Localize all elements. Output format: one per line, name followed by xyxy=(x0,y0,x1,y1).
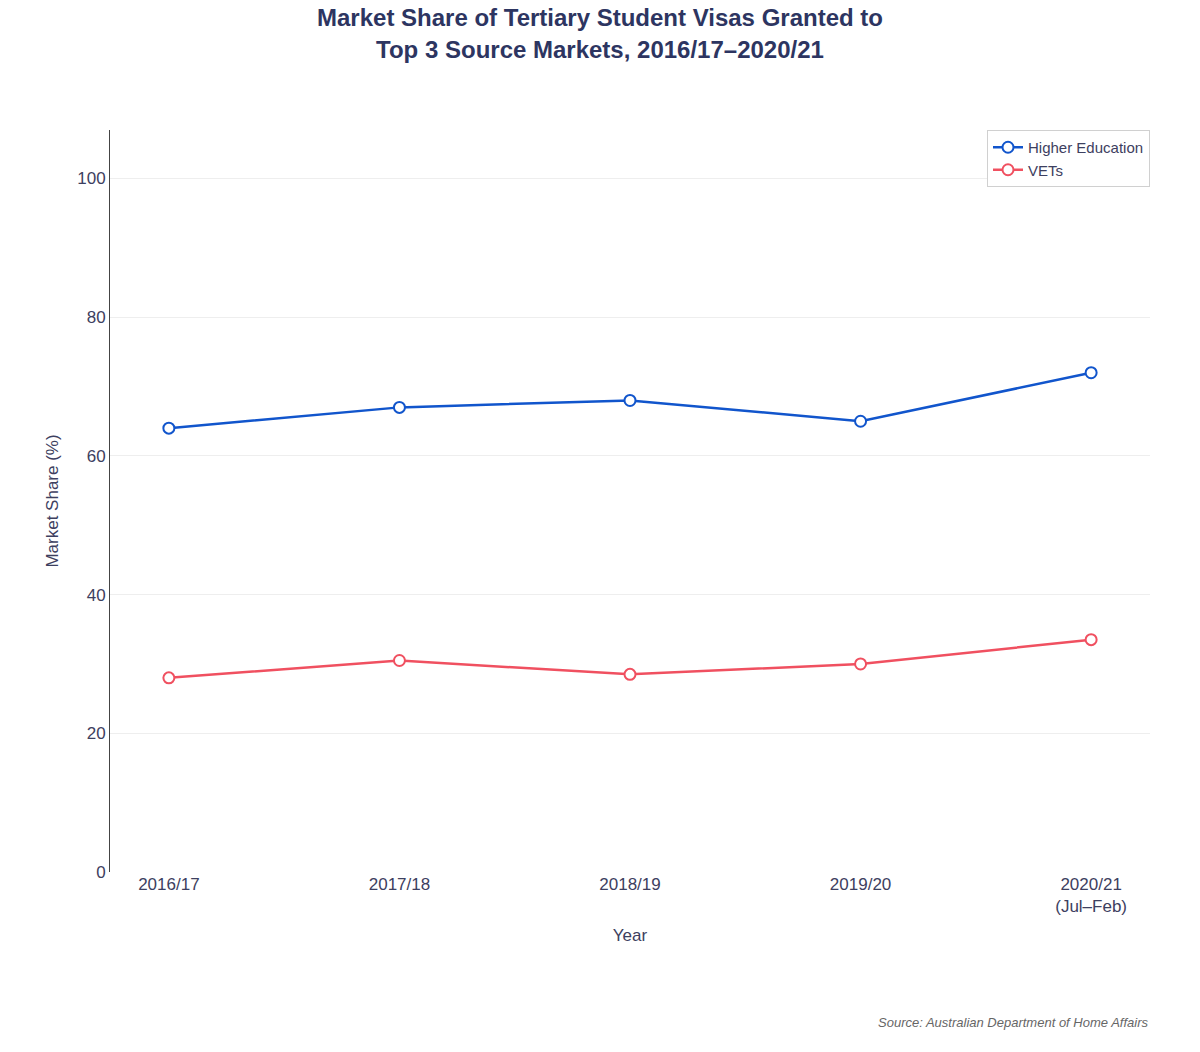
svg-text:60: 60 xyxy=(87,447,106,466)
svg-text:0: 0 xyxy=(96,863,105,882)
svg-text:Higher Education: Higher Education xyxy=(1028,139,1143,156)
svg-text:20: 20 xyxy=(87,724,106,743)
svg-text:2019/20: 2019/20 xyxy=(830,875,891,894)
svg-text:VETs: VETs xyxy=(1028,162,1063,179)
svg-text:2018/19: 2018/19 xyxy=(599,875,660,894)
svg-text:80: 80 xyxy=(87,308,106,327)
svg-text:2016/17: 2016/17 xyxy=(138,875,199,894)
svg-text:Market Share (%): Market Share (%) xyxy=(43,434,62,567)
svg-text:40: 40 xyxy=(87,586,106,605)
svg-text:100: 100 xyxy=(77,169,105,188)
svg-text:2017/18: 2017/18 xyxy=(369,875,430,894)
svg-text:Year: Year xyxy=(613,926,648,945)
svg-text:2020/21(Jul–Feb): 2020/21(Jul–Feb) xyxy=(1055,875,1127,916)
svg-text:Market Share of Tertiary Stude: Market Share of Tertiary Student Visas G… xyxy=(317,4,883,62)
svg-text:Source: Australian Department: Source: Australian Department of Home Af… xyxy=(878,1015,1148,1030)
